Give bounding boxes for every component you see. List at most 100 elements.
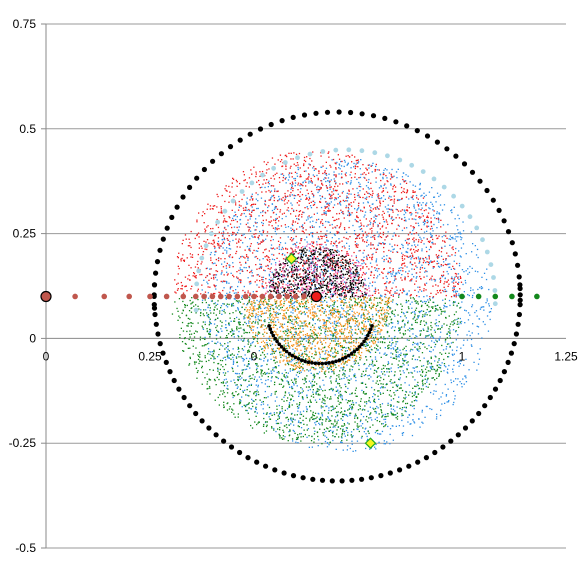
- region-point: [325, 201, 327, 203]
- region-point: [455, 378, 457, 380]
- region-point: [463, 364, 465, 366]
- region-point: [429, 228, 432, 230]
- region-point: [438, 364, 440, 366]
- region-point: [390, 250, 392, 252]
- region-point: [335, 338, 337, 340]
- region-point: [403, 188, 405, 190]
- region-point: [464, 375, 466, 377]
- region-point: [386, 191, 389, 193]
- region-point: [339, 390, 341, 393]
- region-point: [267, 303, 269, 306]
- region-point: [384, 341, 386, 344]
- region-point: [397, 351, 399, 353]
- region-point: [311, 283, 313, 285]
- region-point: [438, 266, 441, 268]
- region-point: [293, 400, 295, 402]
- region-point: [331, 191, 333, 193]
- region-point: [214, 251, 216, 253]
- region-point: [231, 186, 233, 188]
- region-point: [444, 305, 446, 307]
- region-point: [432, 307, 434, 309]
- region-point: [371, 306, 373, 308]
- region-point: [240, 279, 242, 282]
- region-point: [318, 189, 320, 191]
- region-point: [335, 411, 338, 413]
- region-point: [245, 322, 247, 325]
- region-point: [358, 177, 360, 179]
- region-point: [363, 329, 365, 331]
- region-point: [337, 311, 339, 313]
- region-point: [329, 334, 332, 336]
- region-point: [409, 280, 411, 282]
- region-point: [403, 262, 406, 264]
- region-point: [428, 258, 430, 260]
- region-point: [274, 227, 277, 229]
- region-point: [298, 152, 301, 155]
- region-point: [432, 296, 435, 298]
- region-point: [375, 443, 377, 446]
- region-point: [292, 334, 294, 336]
- region-point: [270, 344, 272, 347]
- region-point: [384, 416, 386, 418]
- region-point: [300, 247, 303, 249]
- region-point: [379, 387, 382, 389]
- region-point: [259, 307, 261, 309]
- region-point: [247, 290, 249, 292]
- region-point: [391, 343, 393, 345]
- region-point: [456, 346, 458, 348]
- region-point: [237, 302, 239, 304]
- region-point: [454, 254, 456, 257]
- region-point: [275, 422, 278, 425]
- region-point: [320, 187, 322, 190]
- region-point: [375, 165, 377, 168]
- region-point: [247, 219, 249, 221]
- region-point: [314, 368, 316, 370]
- region-point: [245, 215, 247, 218]
- region-point: [264, 325, 266, 327]
- region-point: [481, 337, 483, 339]
- region-point: [378, 187, 381, 189]
- region-point: [430, 391, 432, 394]
- region-point: [432, 301, 434, 303]
- region-point: [375, 319, 377, 321]
- region-point: [343, 217, 345, 219]
- region-point: [231, 182, 233, 184]
- region-point: [198, 236, 200, 238]
- region-point: [474, 245, 476, 247]
- region-point: [239, 388, 241, 390]
- region-point: [266, 385, 269, 388]
- region-point: [472, 323, 474, 325]
- region-point: [382, 176, 384, 179]
- region-point: [340, 264, 342, 266]
- region-point: [349, 325, 351, 327]
- region-point: [282, 179, 284, 182]
- region-point: [341, 397, 343, 399]
- region-point: [281, 246, 284, 249]
- region-point: [306, 267, 309, 269]
- region-point: [356, 178, 358, 180]
- region-point: [352, 224, 354, 227]
- region-point: [428, 256, 430, 258]
- region-point: [252, 252, 254, 254]
- region-point: [305, 337, 307, 340]
- region-point: [396, 385, 398, 387]
- region-point: [383, 243, 385, 245]
- region-point: [348, 190, 350, 192]
- region-point: [254, 376, 256, 378]
- region-point: [216, 325, 218, 327]
- region-point: [188, 238, 190, 240]
- region-point: [260, 267, 262, 269]
- region-point: [200, 293, 202, 295]
- region-point: [209, 322, 211, 324]
- region-point: [249, 271, 251, 274]
- region-point: [458, 323, 460, 325]
- region-point: [462, 283, 464, 286]
- region-point: [295, 308, 297, 311]
- region-point: [335, 183, 337, 185]
- region-point: [242, 360, 244, 362]
- region-point: [269, 259, 271, 261]
- region-point: [302, 227, 304, 230]
- region-point: [262, 239, 264, 241]
- region-point: [225, 327, 227, 329]
- region-point: [221, 212, 223, 214]
